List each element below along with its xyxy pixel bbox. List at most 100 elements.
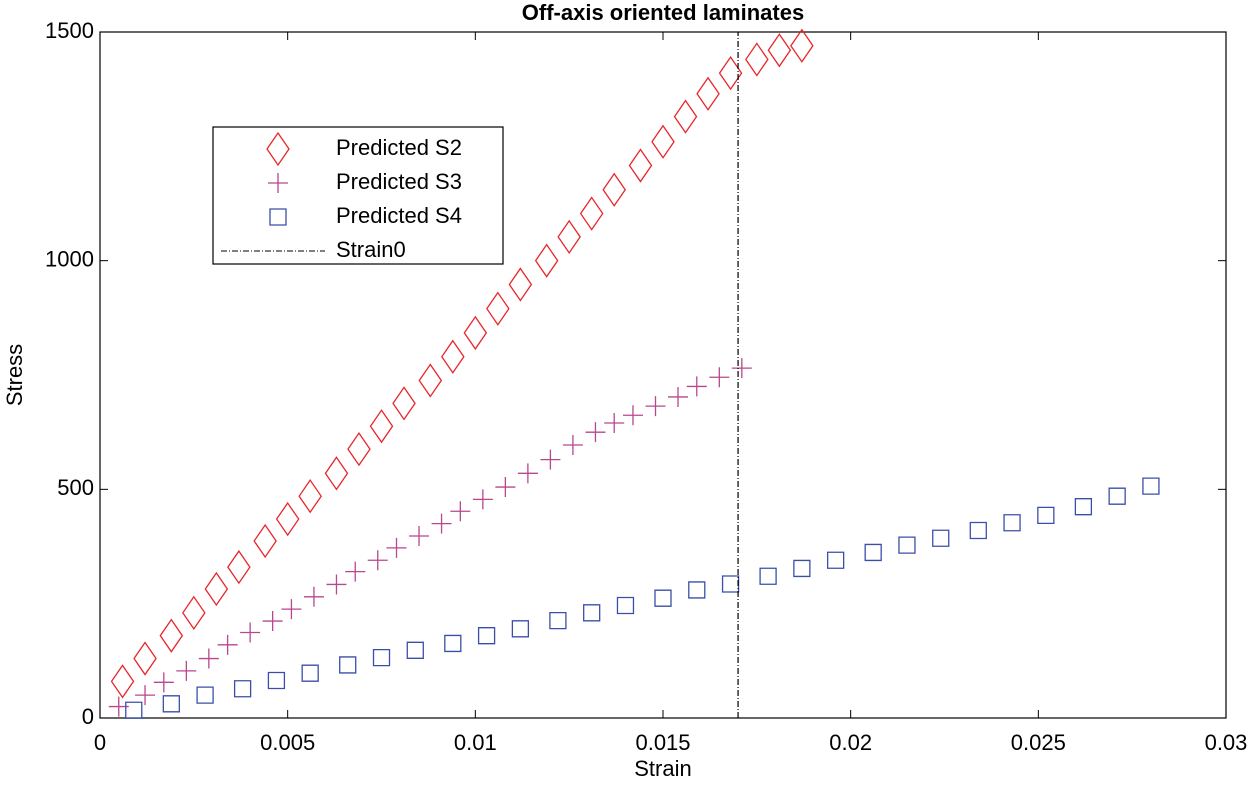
point [369,409,394,444]
point [508,267,533,302]
point [133,641,157,676]
point [372,648,391,667]
point [688,581,706,599]
point [281,599,302,620]
point [864,543,882,562]
point [267,671,286,690]
point [198,648,219,669]
point [409,525,430,546]
point [718,56,743,91]
point [616,596,635,615]
point [1003,514,1021,532]
point [557,219,581,255]
point [110,664,135,699]
point [162,695,180,713]
point [339,656,357,674]
chart-title: Off-axis oriented laminates [522,0,804,25]
point [125,701,143,719]
point [463,315,488,351]
point [668,386,689,407]
point [176,660,197,681]
point [696,76,720,111]
point [431,513,452,534]
x-tick-label: 0.025 [1011,730,1066,755]
point [767,33,792,68]
point [721,575,740,593]
x-tick-label: 0.01 [454,730,497,755]
point [472,489,493,510]
point [159,618,184,653]
x-tick-label: 0.03 [1205,730,1248,755]
point [486,291,510,326]
point [673,99,698,134]
legend-label: Strain0 [336,237,406,262]
y-axis-label: Stress [2,344,27,406]
legend-box [212,126,504,265]
legend-swatch [269,208,287,226]
point [367,550,388,571]
legend-label: Predicted S4 [336,203,462,228]
legend-label: Predicted S3 [336,169,462,194]
point [153,672,174,693]
point [517,463,538,484]
point [759,567,777,585]
point [604,413,625,434]
point [1108,487,1126,505]
point [1074,498,1093,516]
point [444,634,462,653]
point [898,536,916,554]
point [579,196,604,231]
y-tick-label: 1500 [45,18,94,43]
point [406,641,424,659]
x-tick-label: 0.005 [260,730,315,755]
point [583,604,601,622]
point [932,529,950,547]
point [303,586,324,607]
point [745,42,769,77]
point [534,243,559,278]
point [262,611,283,632]
point [1037,506,1055,525]
point [1142,477,1160,495]
point [233,680,252,698]
y-tick-label: 1000 [45,246,94,271]
point [709,367,730,388]
point [347,431,371,467]
x-tick-label: 0 [94,730,106,755]
point [135,685,156,706]
y-tick-label: 0 [82,704,94,729]
point [602,172,626,207]
point [731,358,752,379]
point [392,386,416,421]
point [622,405,643,426]
point [549,611,567,630]
point [345,561,366,582]
x-axis-label: Strain [634,756,691,781]
point [217,634,238,655]
point [441,339,465,374]
point [386,537,407,558]
point [418,363,443,398]
point [182,595,206,630]
y-tick-label: 500 [57,475,94,500]
point [240,622,261,643]
point [204,571,229,607]
x-tick-label: 0.02 [829,730,872,755]
legend-label: Predicted S2 [336,135,462,160]
point [654,589,672,607]
point [495,477,516,498]
point [585,422,606,443]
point [298,479,322,514]
point [301,664,319,682]
point [969,521,987,540]
point [686,376,707,397]
point [324,456,349,491]
point [477,627,496,645]
point [275,501,300,537]
point [511,620,530,638]
point [227,549,251,585]
point [253,523,277,559]
legend-swatch [268,173,288,193]
x-tick-label: 0.015 [635,730,690,755]
